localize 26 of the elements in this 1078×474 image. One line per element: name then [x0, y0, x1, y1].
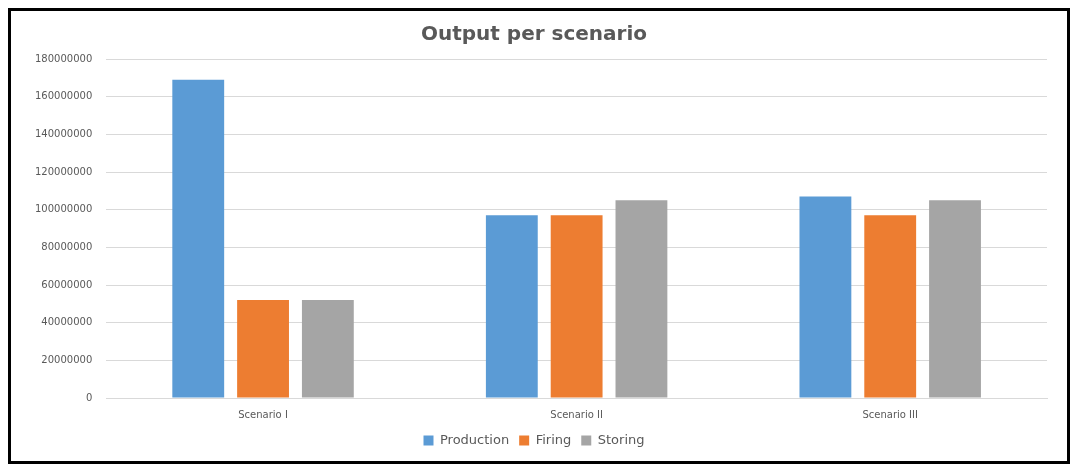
y-tick-label: 100000000: [35, 203, 93, 215]
bar: [550, 215, 603, 398]
y-tick-label: 180000000: [35, 52, 93, 64]
x-tick-label: Scenario III: [862, 408, 918, 420]
y-tick-label: 20000000: [41, 353, 93, 365]
x-tick-label: Scenario II: [550, 408, 603, 420]
legend-label: Firing: [535, 431, 572, 447]
y-tick-label: 140000000: [35, 127, 93, 139]
y-tick-label: 0: [85, 391, 93, 403]
bar: [172, 79, 225, 398]
legend-label: Storing: [597, 431, 645, 447]
bar: [237, 300, 289, 398]
legend-label: Production: [440, 431, 510, 447]
y-tick-label: 160000000: [35, 90, 93, 102]
y-tick-label: 80000000: [41, 240, 93, 252]
bar: [301, 300, 354, 398]
y-tick-label: 120000000: [35, 165, 93, 177]
bar: [485, 215, 538, 398]
bar: [864, 215, 917, 398]
x-tick-label: Scenario I: [238, 408, 288, 420]
bar: [799, 196, 852, 398]
bar: [929, 200, 981, 398]
y-tick-label: 40000000: [41, 316, 93, 328]
bar: [615, 200, 668, 398]
y-tick-label: 60000000: [41, 278, 93, 290]
chart-title: Output per scenario: [420, 21, 648, 46]
